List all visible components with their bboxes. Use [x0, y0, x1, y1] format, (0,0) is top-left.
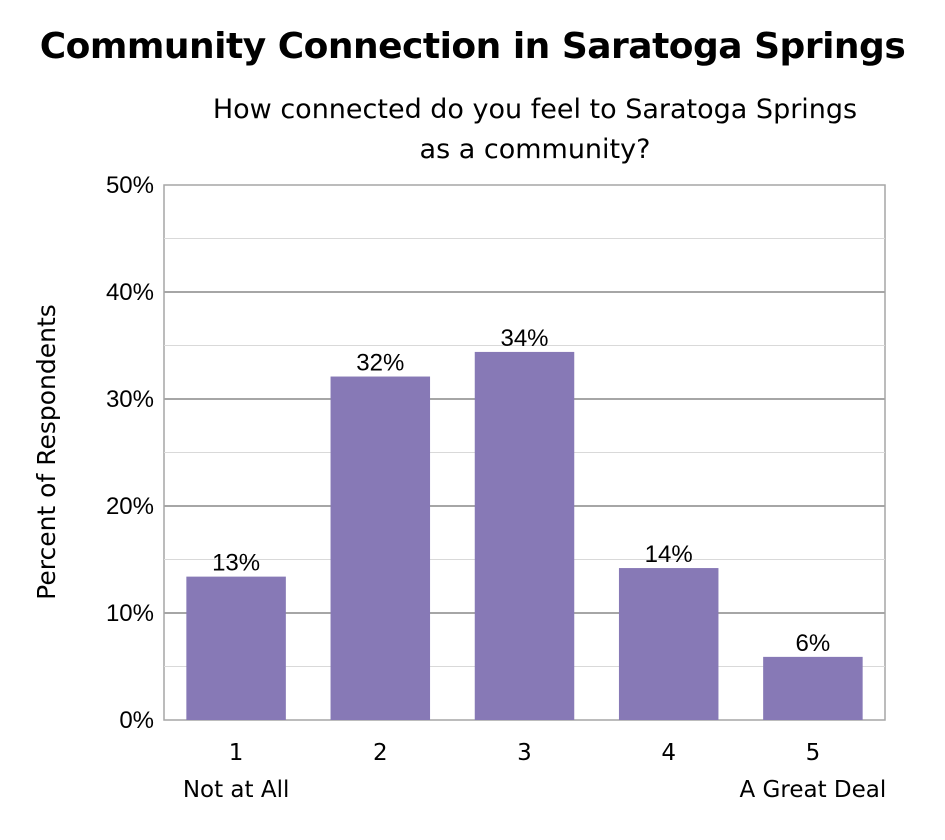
x-axis-categories: 1 Not at All 2 3 4 5 A Great Deal	[183, 740, 886, 803]
bar	[618, 568, 719, 720]
y-tick-label: 30%	[106, 386, 154, 413]
y-tick-label: 20%	[106, 493, 154, 520]
bar	[763, 656, 863, 720]
data-label: 13%	[212, 550, 260, 577]
data-label: 34%	[500, 325, 548, 352]
y-tick-label: 10%	[106, 600, 154, 627]
bar	[186, 576, 286, 720]
x-tick-label: 3	[517, 740, 532, 766]
y-axis-ticks: 0% 10% 20% 30% 40% 50%	[106, 172, 154, 734]
y-axis-label: Percent of Respondents	[32, 304, 61, 600]
subtitle-line-1: How connected do you feel to Saratoga Sp…	[212, 94, 858, 125]
data-label: 32%	[356, 350, 404, 377]
data-labels: 13% 32% 34% 14% 6%	[212, 325, 830, 657]
data-label: 14%	[645, 541, 693, 568]
x-tick-label: 4	[661, 740, 676, 766]
chart-subtitle: How connected do you feel to Saratoga Sp…	[130, 90, 940, 170]
data-label: 6%	[796, 630, 831, 657]
x-tick-label: 2	[373, 740, 388, 766]
x-tick-sublabel: Not at All	[183, 777, 290, 803]
x-tick-sublabel: A Great Deal	[740, 777, 887, 803]
x-tick-label: 1	[229, 740, 244, 766]
bar	[474, 351, 575, 720]
y-tick-label: 40%	[106, 279, 154, 306]
x-tick-label: 5	[806, 740, 821, 766]
y-tick-label: 50%	[106, 172, 154, 199]
bar	[330, 376, 431, 720]
subtitle-line-2: as a community?	[419, 134, 651, 165]
chart-title: Community Connection in Saratoga Springs	[39, 26, 906, 67]
y-tick-label: 0%	[119, 707, 154, 734]
bars	[186, 351, 863, 720]
